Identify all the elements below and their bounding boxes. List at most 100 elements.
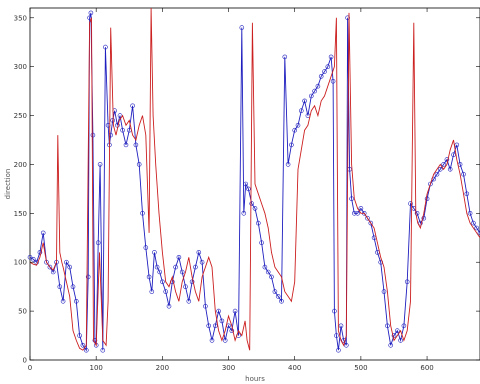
y-tick-label: 50 [18,308,27,316]
series-0-point [77,333,82,338]
series-0-point [391,333,397,338]
series-0-point [279,298,284,304]
series-0-point [136,162,142,167]
y-tick-label: 200 [14,161,27,169]
series-layer [27,7,480,353]
series-1-line [29,7,480,351]
series-0-point [414,211,420,216]
y-tick-label: 250 [14,112,27,120]
series-0-point [97,162,103,167]
series-0-point [418,220,423,226]
series-0-point [189,279,195,285]
series-0-point [355,211,360,216]
series-0-point [27,254,33,260]
series-0-point [421,215,427,221]
series-0-point [454,142,460,148]
series-0-point [322,69,327,74]
series-0-point [157,269,162,275]
series-0-point [285,162,291,167]
series-0-point [381,289,387,294]
series-0-point [130,103,135,109]
x-tick-label: 500 [354,364,367,372]
series-0-point [140,211,145,216]
series-0-point [154,264,160,270]
series-0-point [358,206,364,211]
x-tick-label: 400 [288,364,301,372]
series-0-point [229,328,235,334]
series-0-point [149,289,155,294]
series-0-point [30,256,36,262]
series-0-point [318,74,324,79]
series-0-point [388,342,394,348]
series-0-point [70,284,76,290]
series-0-point [330,79,336,84]
series-0-point [398,338,403,343]
series-0-point [289,142,294,148]
series-0-point [474,225,480,231]
series-0-point [173,264,178,270]
series-0-point [343,342,349,348]
series-0-point [269,274,274,280]
series-0-point [206,323,211,329]
series-0-point [232,308,238,314]
series-0-point [298,108,304,113]
series-0-point [424,196,430,201]
series-0-point [338,323,344,329]
series-0-point [163,289,168,294]
series-0-point [166,303,172,309]
series-0-point [441,162,446,167]
series-0-point [275,294,281,299]
series-0-point [183,284,188,290]
series-0-point [67,264,72,270]
series-0-point [133,142,139,148]
series-0-point [186,298,192,304]
series-0-point [351,211,357,216]
series-0-point [332,308,337,314]
series-0-point [100,347,106,353]
x-tick-label: 100 [89,364,102,372]
x-tick-label: 0 [28,364,32,372]
series-0-point [108,132,113,138]
series-0-point [345,15,350,21]
series-0-point [222,338,228,343]
series-0-point [282,54,288,60]
series-0-point [37,250,43,255]
series-0-point [401,323,407,329]
series-0-point [241,211,247,216]
series-0-point [64,259,69,265]
series-0-point [85,274,91,280]
series-0-point [57,284,63,290]
series-0-line [29,12,480,352]
series-0-point [312,88,317,94]
series-0-point [471,220,476,226]
ticks-layer: 0 100 200 300 400 500 600 0 50 100 150 200 250 300 350 [14,8,480,372]
series-0-point [255,220,261,226]
series-0-point [394,328,400,334]
series-0-point [196,250,202,255]
series-0-point [265,269,271,275]
series-0-point [349,196,354,201]
series-0-point [160,279,165,285]
series-0-point [193,264,198,270]
series-0-point [88,10,94,16]
y-axis-title: direction [4,169,12,200]
series-0-point [120,127,125,133]
series-0-point [434,171,440,177]
y-tick-label: 300 [14,63,27,71]
series-0-point [467,211,473,216]
series-0-point [243,181,248,187]
series-0-point [199,259,205,265]
series-0-point [252,206,258,211]
series-0-point [341,338,347,343]
series-0-point [451,152,456,157]
series-0-point [203,303,208,309]
series-0-point [404,279,410,285]
series-0-point [213,323,218,329]
series-0-point [123,142,129,148]
series-0-point [60,298,66,304]
series-0-point [477,230,480,236]
y-tick-label: 350 [14,14,27,22]
series-0-point [209,338,215,343]
series-0-point [110,118,115,123]
